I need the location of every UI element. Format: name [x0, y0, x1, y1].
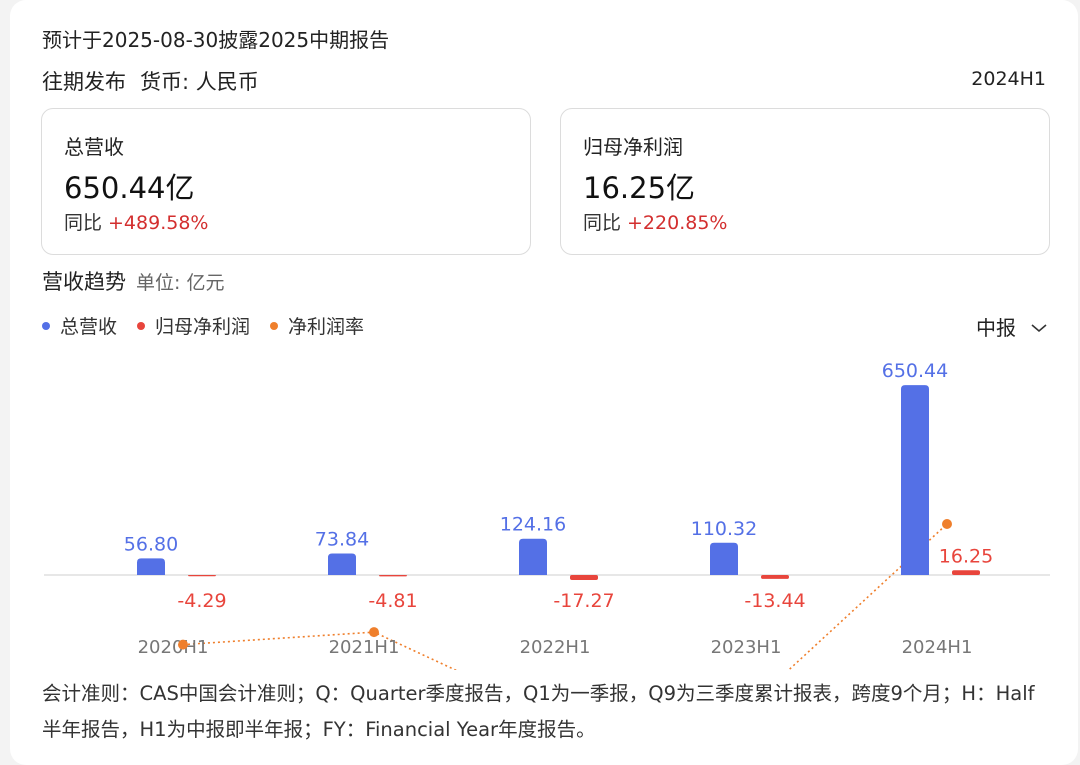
legend-dot-revenue	[42, 321, 50, 330]
margin-point	[369, 627, 379, 638]
legend-dot-margin	[270, 321, 279, 330]
net-profit-bar	[188, 575, 216, 577]
revenue-value-label: 650.44	[882, 360, 948, 382]
legend-label-revenue: 总营收	[60, 316, 118, 338]
disclosure-notice: 预计于2025-08-30披露2025中期报告	[42, 28, 390, 52]
x-tick-label: 2021H1	[329, 637, 400, 658]
x-tick-label: 2023H1	[711, 637, 782, 658]
currency-label: 货币: 人民币	[140, 70, 259, 94]
net-profit-value-label: -13.44	[744, 590, 805, 612]
trend-unit: 单位: 亿元	[136, 272, 225, 294]
period-dropdown-label: 中报	[976, 316, 1016, 340]
net-profit-value-label: -17.27	[553, 590, 614, 612]
legend-item-revenue[interactable]: 总营收	[42, 312, 117, 339]
net-profit-bar	[761, 575, 789, 579]
margin-point	[942, 519, 952, 529]
revenue-bar	[328, 553, 356, 575]
revenue-value-label: 124.16	[500, 514, 566, 536]
legend-item-net-profit[interactable]: 归母净利润	[137, 312, 250, 339]
revenue-bar	[137, 558, 165, 575]
chart-legend: 总营收 归母净利润 净利润率	[42, 312, 384, 339]
net-profit-value-label: -4.29	[177, 590, 226, 612]
period-dropdown[interactable]: 中报	[976, 312, 1048, 341]
legend-item-margin[interactable]: 净利润率	[270, 312, 364, 339]
net-profit-value-label: 16.25	[939, 545, 993, 567]
revenue-card: 总营收 650.44亿 同比 +489.58%	[41, 108, 531, 255]
x-tick-label: 2024H1	[902, 637, 973, 658]
revenue-value-label: 56.80	[124, 533, 178, 555]
trend-title: 营收趋势 单位: 亿元	[42, 266, 224, 296]
net-profit-card: 归母净利润 16.25亿 同比 +220.85%	[560, 108, 1050, 255]
revenue-bar	[901, 385, 929, 575]
x-tick-label: 2022H1	[520, 637, 591, 658]
chevron-down-icon	[1030, 315, 1048, 339]
trend-title-text: 营收趋势	[42, 270, 126, 294]
net-profit-bar	[379, 575, 407, 577]
revenue-value-label: 110.32	[691, 518, 757, 540]
revenue-yoy: 同比 +489.58%	[64, 208, 208, 235]
history-header: 往期发布 货币: 人民币	[42, 66, 259, 96]
report-card: 预计于2025-08-30披露2025中期报告 往期发布 货币: 人民币 2024…	[10, 0, 1078, 765]
legend-label-margin: 净利润率	[288, 316, 365, 338]
accounting-footnote: 会计准则：CAS中国会计准则；Q：Quarter季度报告，Q1为一季报，Q9为三…	[42, 682, 1035, 741]
net-profit-value: 16.25亿	[583, 171, 696, 205]
history-label: 往期发布	[42, 70, 126, 94]
revenue-bar	[710, 542, 738, 575]
legend-label-net-profit: 归母净利润	[155, 316, 251, 338]
report-period: 2024H1	[971, 68, 1046, 90]
net-profit-label: 归母净利润	[583, 135, 683, 159]
net-profit-bar	[952, 570, 980, 575]
revenue-yoy-value: +489.58%	[108, 212, 209, 234]
trend-chart: 56.80 -4.29 2020H1 73.84 -4.81 2021H1 124.16 -1…	[44, 360, 1050, 670]
net-profit-bar	[570, 575, 598, 581]
net-profit-yoy-value: +220.85%	[627, 212, 728, 234]
margin-point	[178, 639, 188, 650]
x-tick-label: 2020H1	[138, 637, 209, 658]
margin-line	[182, 523, 948, 670]
revenue-yoy-label: 同比	[64, 212, 103, 234]
net-profit-yoy-label: 同比	[583, 212, 622, 234]
net-profit-value-label: -4.81	[368, 590, 417, 612]
revenue-value-label: 73.84	[315, 528, 369, 550]
revenue-bar	[519, 538, 547, 575]
revenue-value: 650.44亿	[64, 171, 195, 205]
revenue-label: 总营收	[64, 135, 124, 159]
legend-dot-net-profit	[137, 321, 146, 330]
net-profit-yoy: 同比 +220.85%	[583, 208, 727, 235]
